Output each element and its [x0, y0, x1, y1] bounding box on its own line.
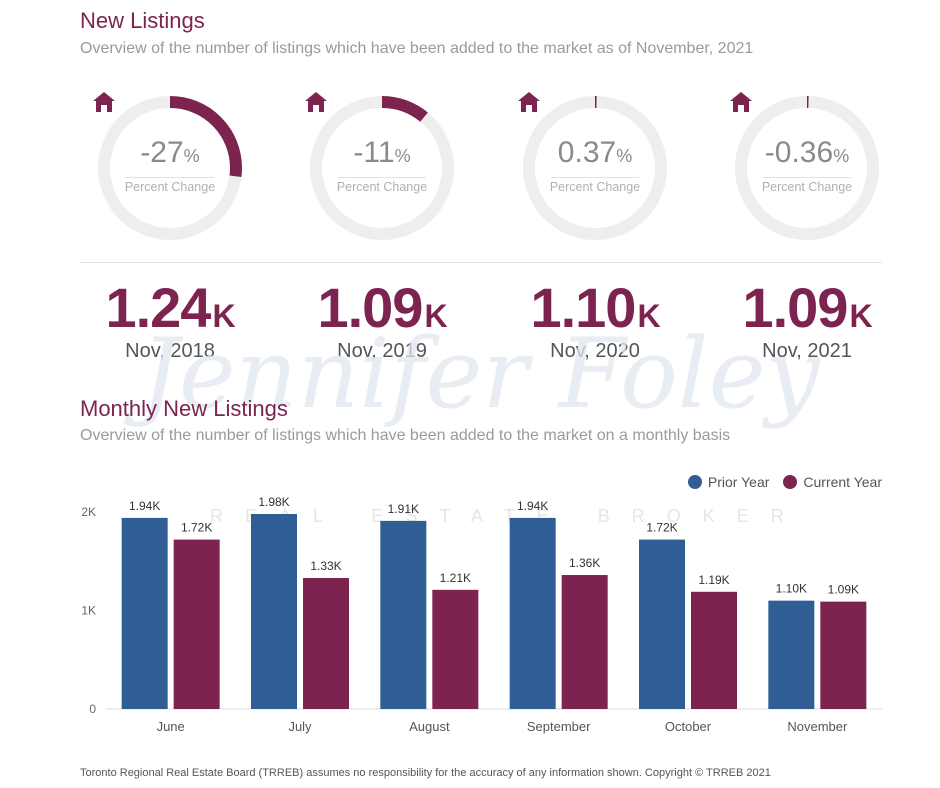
- listings-total-value: 1.09K: [742, 276, 872, 339]
- bar-current-year: [303, 577, 349, 709]
- listings-total-value: 1.10K: [530, 276, 660, 339]
- percent-change-label: Percent Change: [761, 180, 853, 194]
- listings-total: 1.09K Nov, 2019: [282, 278, 482, 363]
- bar-data-label: 1.09K: [828, 583, 859, 597]
- house-icon: [729, 90, 753, 114]
- bar-data-label: 1.21K: [440, 571, 471, 585]
- gauge-fill: [523, 96, 667, 240]
- page-subtitle: Overview of the number of listings which…: [80, 40, 754, 57]
- gauge-ring: [735, 96, 879, 240]
- house-icon: [304, 90, 328, 114]
- gauge-percent-change: -27% Percent Change: [90, 88, 250, 248]
- gauge-ring: [523, 96, 667, 240]
- bar-data-label: 1.33K: [310, 559, 341, 573]
- bar-data-label: 1.94K: [517, 499, 548, 513]
- gauge-ring: [98, 96, 242, 240]
- gauge-ring: [310, 96, 454, 240]
- y-tick-label: 1K: [81, 604, 96, 618]
- bar-prior-year: [768, 600, 815, 709]
- bar-current-year: [691, 591, 737, 709]
- bar-data-label: 1.36K: [569, 556, 600, 570]
- divider: [80, 262, 882, 263]
- bar-data-label: 1.72K: [646, 521, 677, 535]
- section-title: Monthly New Listings: [80, 396, 288, 421]
- gauge-fill: [735, 96, 879, 240]
- page-title: New Listings: [80, 8, 205, 33]
- listings-total-period: Nov, 2019: [337, 340, 427, 362]
- section-subtitle: Overview of the number of listings which…: [80, 427, 731, 444]
- bar-prior-year: [121, 517, 168, 709]
- gauge-fill: [310, 96, 454, 240]
- bar-prior-year: [380, 520, 427, 709]
- chart-legend: Prior Year Current Year: [687, 474, 882, 490]
- listings-total: 1.10K Nov, 2020: [495, 278, 695, 363]
- bar-current-year: [820, 601, 867, 709]
- bar-prior-year: [509, 517, 556, 709]
- percent-change-value: 0.37%: [557, 136, 633, 169]
- percent-change-label: Percent Change: [124, 180, 216, 194]
- x-tick-label: June: [157, 719, 185, 734]
- gauge-percent-change: -11% Percent Change: [302, 88, 462, 248]
- x-tick-label: September: [527, 719, 591, 734]
- bar-data-label: 1.91K: [388, 502, 419, 516]
- listings-total-period: Nov, 2018: [125, 340, 215, 362]
- bar-data-label: 1.98K: [258, 495, 289, 509]
- gauge-fill: [98, 96, 242, 240]
- footer-disclaimer: Toronto Regional Real Estate Board (TRRE…: [80, 767, 771, 779]
- bar-data-label: 1.72K: [181, 521, 212, 535]
- y-tick-label: 2K: [81, 505, 96, 519]
- bar-prior-year: [251, 513, 297, 709]
- x-tick-label: July: [288, 719, 312, 734]
- circle-dot-icon: [783, 475, 798, 489]
- bar-data-label: 1.19K: [698, 573, 729, 587]
- x-tick-label: October: [665, 719, 712, 734]
- percent-change-label: Percent Change: [336, 180, 428, 194]
- y-tick-label: 0: [89, 702, 96, 716]
- listings-total: 1.09K Nov, 2021: [707, 278, 907, 363]
- bar-data-label: 1.10K: [776, 582, 807, 596]
- house-icon: [517, 90, 541, 114]
- percent-change-label: Percent Change: [549, 180, 641, 194]
- legend-item-prior-year: Prior Year: [687, 474, 769, 490]
- percent-change-value: -0.36%: [764, 136, 850, 169]
- listings-total: 1.24K Nov, 2018: [70, 278, 270, 363]
- gauge-percent-change: -0.36% Percent Change: [727, 88, 887, 248]
- bar-current-year: [173, 539, 220, 709]
- percent-change-value: -27%: [140, 136, 200, 169]
- house-icon: [92, 90, 116, 114]
- listings-total-period: Nov, 2020: [550, 340, 640, 362]
- gauge-percent-change: 0.37% Percent Change: [515, 88, 675, 248]
- listings-total-value: 1.24K: [105, 276, 235, 339]
- bar-current-year: [561, 575, 608, 709]
- bar-data-label: 1.94K: [129, 499, 160, 513]
- listings-total-value: 1.09K: [317, 276, 447, 339]
- bar-current-year: [432, 589, 479, 709]
- circle-dot-icon: [687, 475, 702, 489]
- x-tick-label: November: [787, 719, 848, 734]
- bar-prior-year: [639, 539, 685, 709]
- listings-total-period: Nov, 2021: [762, 340, 852, 362]
- percent-change-value: -11%: [353, 136, 411, 169]
- legend-item-current-year: Current Year: [783, 474, 882, 490]
- x-tick-label: August: [409, 719, 450, 734]
